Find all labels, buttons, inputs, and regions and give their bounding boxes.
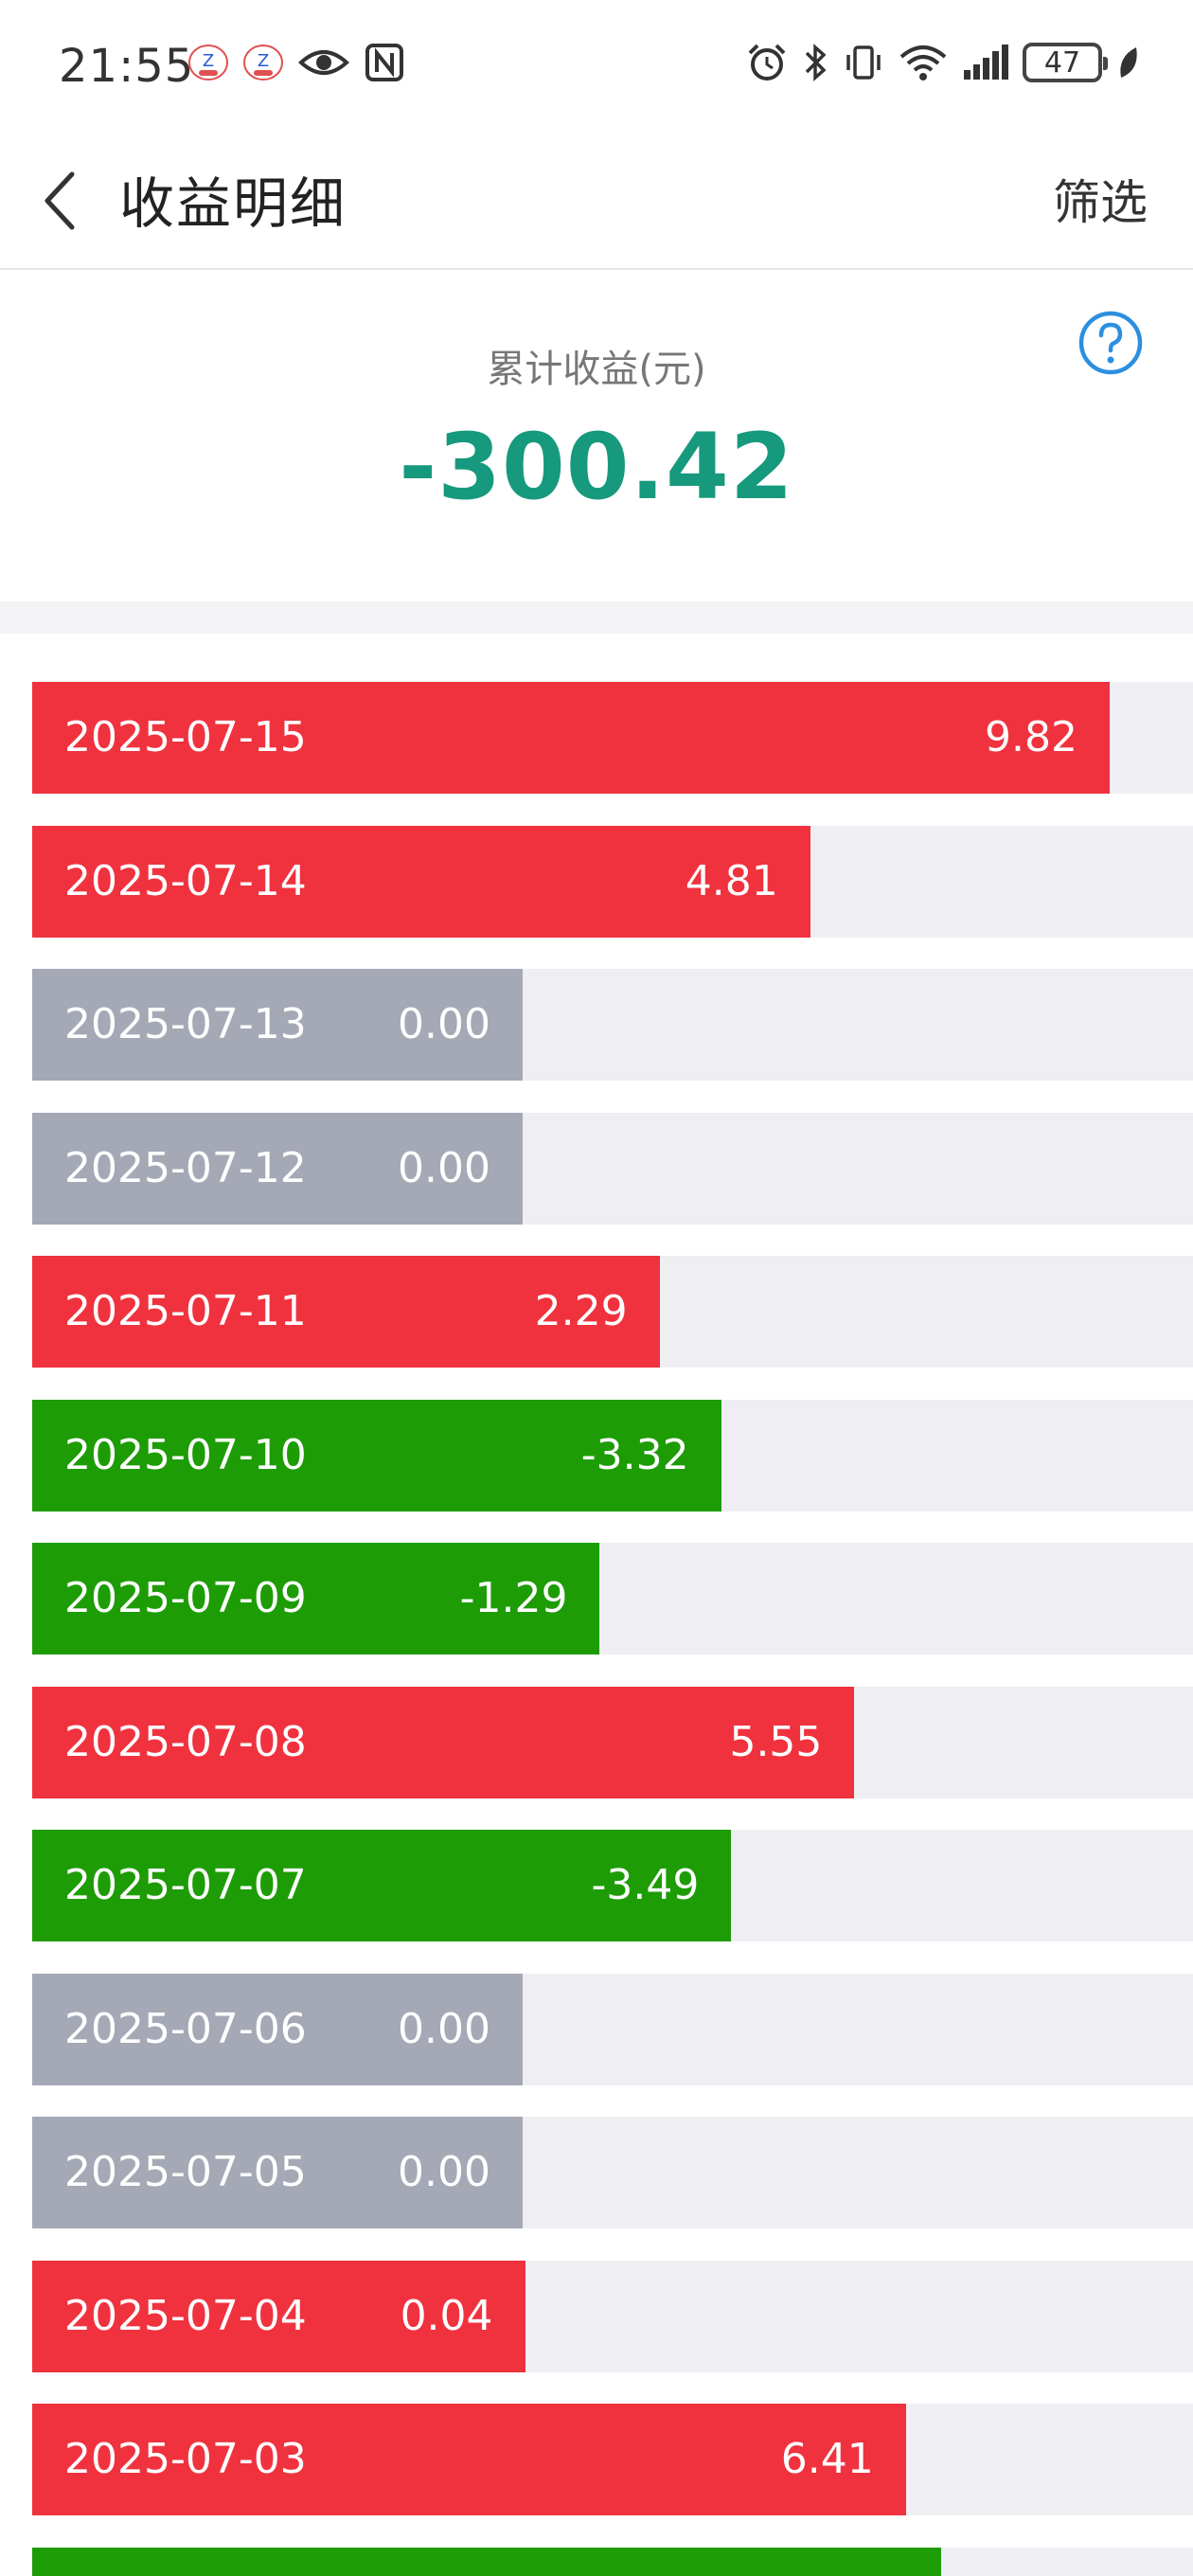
battery-level: 47 [1043, 45, 1081, 80]
status-left-icons: Z Z [187, 42, 405, 83]
app-notification-icon: Z [243, 45, 283, 80]
earnings-row[interactable]: 2025-07-07 -3.49 [32, 1830, 1193, 1941]
eye-icon [298, 50, 349, 75]
earnings-bar [32, 1973, 523, 2085]
app-notification-icon: Z [188, 45, 228, 80]
earnings-row[interactable]: 2025-07-05 0.00 [32, 2117, 1193, 2228]
earnings-row[interactable]: 2025-07-15 9.82 [32, 682, 1193, 794]
earnings-date: 2025-07-08 [64, 1717, 307, 1766]
earnings-bar [32, 2117, 523, 2228]
nav-bar: 收益明细 筛选 [0, 133, 1193, 270]
section-divider [0, 601, 1193, 634]
earnings-bar [32, 1543, 600, 1655]
filter-button[interactable]: 筛选 [1053, 175, 1148, 230]
earnings-date: 2025-07-13 [64, 1000, 307, 1048]
battery-icon: 47 [1023, 43, 1108, 82]
vibrate-icon [846, 45, 881, 80]
earnings-bar [32, 1399, 721, 1512]
earnings-row[interactable]: 2025-07-13 0.00 [32, 969, 1193, 1081]
earnings-row[interactable]: 2025-07-03 6.41 [32, 2404, 1193, 2515]
help-icon[interactable] [1077, 310, 1144, 376]
leaf-icon [1120, 47, 1137, 78]
cumulative-earnings-value: -300.42 [399, 414, 794, 520]
svg-text:Z: Z [258, 51, 269, 71]
earnings-date: 2025-07-09 [64, 1574, 307, 1622]
svg-text:Z: Z [203, 51, 214, 71]
earnings-bar [32, 1830, 732, 1941]
earnings-row[interactable]: 2025-07-08 5.55 [32, 1686, 1193, 1798]
alarm-icon [748, 44, 786, 80]
earnings-amount: 2.29 [534, 1287, 628, 1335]
earnings-bar [32, 682, 1110, 794]
earnings-bar [32, 2404, 906, 2515]
earnings-bar [32, 2547, 941, 2576]
earnings-bar [32, 1256, 660, 1368]
earnings-summary: 累计收益(元) -300.42 [0, 272, 1193, 601]
status-bar: 21:55 Z Z [0, 0, 1193, 133]
earnings-date: 2025-07-12 [64, 1143, 307, 1192]
earnings-amount: 0.00 [398, 1143, 490, 1192]
earnings-date: 2025-07-06 [64, 2004, 307, 2053]
earnings-amount: 6.41 [780, 2435, 874, 2483]
earnings-amount: 5.55 [729, 1717, 823, 1766]
wifi-icon [899, 45, 947, 80]
status-time: 21:55 [59, 40, 195, 93]
earnings-amount: -1.29 [459, 1574, 568, 1622]
earnings-row[interactable]: 2025-07-09 -1.29 [32, 1543, 1193, 1655]
earnings-date: 2025-07-14 [64, 856, 307, 905]
earnings-amount: 9.82 [985, 713, 1077, 761]
earnings-amount: 0.00 [398, 2148, 490, 2196]
earnings-amount: 0.00 [398, 1000, 490, 1048]
earnings-row[interactable]: 2025-07-11 2.29 [32, 1256, 1193, 1368]
cellular-signal-icon [964, 45, 1008, 80]
earnings-amount: 0.00 [398, 2004, 490, 2053]
earnings-bar [32, 1112, 523, 1225]
earnings-date: 2025-07-05 [64, 2148, 307, 2196]
page-title: 收益明细 [119, 171, 347, 236]
bluetooth-icon [805, 44, 827, 81]
earnings-row[interactable]: 2025-07-04 0.04 [32, 2260, 1193, 2372]
earnings-amount: -3.49 [591, 1861, 700, 1909]
earnings-date: 2025-07-10 [64, 1430, 307, 1479]
earnings-amount: 4.81 [685, 856, 778, 905]
earnings-bar [32, 969, 523, 1081]
earnings-amount: -3.32 [580, 1430, 689, 1479]
earnings-date: 2025-07-04 [64, 2291, 307, 2340]
earnings-amount: 0.04 [400, 2291, 493, 2340]
back-arrow-icon[interactable] [32, 163, 89, 239]
earnings-row[interactable] [32, 2547, 1193, 2576]
nfc-icon [365, 44, 403, 81]
status-right-icons: 47 [746, 42, 1140, 83]
earnings-bar [32, 2260, 525, 2372]
earnings-date: 2025-07-07 [64, 1861, 307, 1909]
earnings-bar [32, 825, 810, 938]
earnings-date: 2025-07-15 [64, 713, 307, 761]
earnings-row[interactable]: 2025-07-10 -3.32 [32, 1399, 1193, 1512]
earnings-row[interactable]: 2025-07-06 0.00 [32, 1973, 1193, 2085]
earnings-row[interactable]: 2025-07-14 4.81 [32, 825, 1193, 938]
earnings-bar [32, 1686, 855, 1798]
earnings-date: 2025-07-03 [64, 2435, 307, 2483]
earnings-date: 2025-07-11 [64, 1287, 307, 1335]
earnings-row[interactable]: 2025-07-12 0.00 [32, 1112, 1193, 1225]
cumulative-earnings-label: 累计收益(元) [487, 348, 706, 391]
